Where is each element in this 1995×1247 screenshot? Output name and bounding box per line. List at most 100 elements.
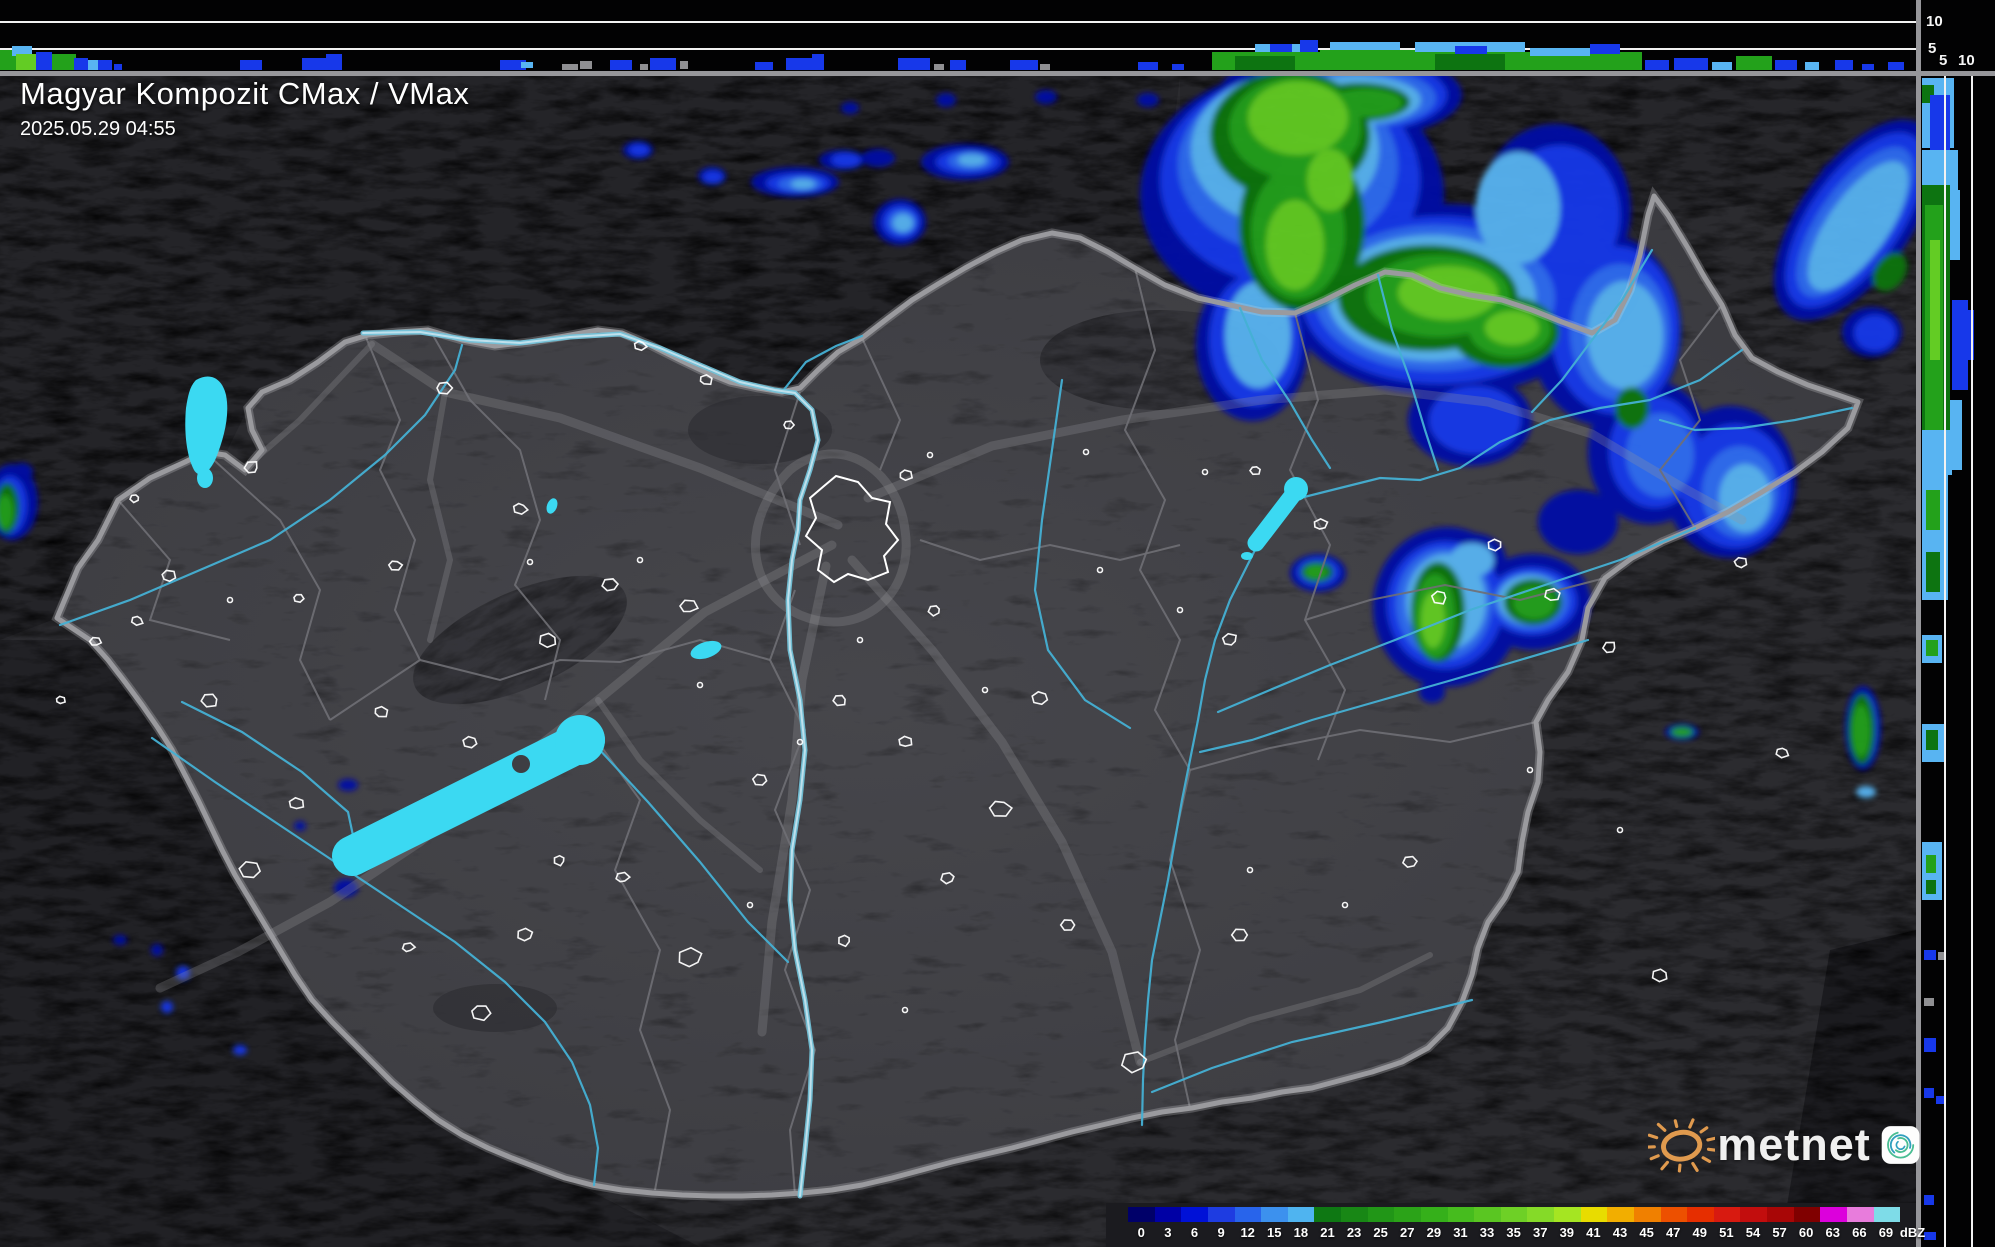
danube-river: [360, 329, 821, 1199]
radar-echo: [113, 935, 127, 945]
cross-section-echo: [12, 46, 32, 56]
legend-color-cell: [1607, 1207, 1634, 1222]
cross-section-echo: [680, 61, 688, 69]
legend-tick: 39: [1559, 1225, 1575, 1240]
settlement-dot: [696, 681, 704, 689]
settlement-outline: [783, 420, 796, 430]
radar-echo: [703, 171, 723, 183]
tihany-peninsula: [512, 755, 530, 773]
cross-section-echo: [1938, 952, 1946, 960]
metnet-logo[interactable]: metnet: [1648, 1098, 1920, 1192]
settlement-outline: [1544, 587, 1561, 602]
legend-color-cell: [1713, 1207, 1741, 1222]
settlement-outline: [88, 636, 103, 646]
settlement-outline: [898, 735, 913, 748]
settlement-outline: [293, 593, 305, 604]
top-cross-section-panel: [0, 0, 1916, 71]
cross-section-echo: [1172, 64, 1184, 70]
legend-tick: 27: [1400, 1225, 1415, 1240]
legend-tick: 23: [1346, 1225, 1362, 1240]
radar-echo: [1587, 281, 1663, 389]
legend-color-cell: [1420, 1207, 1448, 1222]
timestamp: 2025.05.29 04:55: [20, 118, 176, 140]
legend-color-cell: [1633, 1207, 1661, 1222]
radar-echo: [1476, 152, 1560, 264]
settlement-outline: [238, 860, 262, 879]
cross-section-echo: [1530, 48, 1590, 56]
cross-section-echo: [755, 62, 773, 70]
cross-section-echo: [1950, 190, 1960, 260]
settlement-outline: [462, 735, 478, 749]
lakes-layer: [185, 376, 1308, 876]
cross-section-echo: [1926, 855, 1936, 873]
legend-tick: 45: [1639, 1225, 1654, 1240]
legend-color-cell: [1740, 1207, 1767, 1222]
cross-section-echo: [898, 58, 930, 70]
legend-tick: 18: [1293, 1225, 1309, 1240]
cross-section-echo: [500, 60, 526, 70]
settlement-outline: [1430, 590, 1447, 605]
settlement-outline: [288, 796, 305, 810]
cross-section-echo: [1590, 44, 1620, 54]
cross-section-echo: [1926, 730, 1938, 750]
radar-echo: [861, 149, 895, 167]
cross-section-echo: [1930, 240, 1940, 360]
settlement-outline: [538, 632, 557, 649]
settlement-dot: [1341, 901, 1349, 909]
cross-section-echo: [1926, 640, 1938, 656]
cross-section-echo: [1212, 52, 1642, 70]
cross-section-echo: [1862, 64, 1874, 70]
settlement-outline: [601, 578, 620, 592]
settlement-outline: [1031, 690, 1049, 706]
radar-echo: [1513, 587, 1555, 619]
radar-echo: [338, 779, 358, 791]
legend-color-cell: [1846, 1207, 1874, 1222]
legend-color-cell: [1820, 1207, 1847, 1222]
settlement-outline: [1313, 518, 1329, 530]
legend-tick: 51: [1719, 1225, 1734, 1240]
budapest-outline: [804, 474, 900, 584]
scale-corner-box: [1921, 0, 1995, 71]
legend-color-cell: [1314, 1207, 1341, 1222]
settlement-dot: [226, 596, 234, 604]
legend-color-cell: [1873, 1207, 1901, 1222]
cross-section-echo: [562, 64, 578, 70]
cross-section-echo: [1924, 1232, 1936, 1240]
radar-echo: [831, 153, 861, 167]
settlement-dot: [526, 558, 534, 566]
legend-tick: 21: [1320, 1225, 1335, 1240]
lake-ferto: [185, 376, 228, 475]
cross-section-echo: [1926, 490, 1940, 530]
settlement-outline: [387, 560, 404, 571]
cross-section-echo: [1736, 56, 1772, 70]
settlement-outline: [940, 871, 955, 885]
settlement-dot: [926, 451, 934, 459]
cross-section-echo: [1835, 60, 1853, 70]
cross-section-echo: [1010, 60, 1038, 70]
settlements-layer: [55, 340, 1790, 1074]
settlement-outline: [1401, 855, 1419, 868]
lake-tisza: [1247, 487, 1301, 552]
settlement-outline: [1733, 556, 1748, 569]
cross-section-echo: [1435, 54, 1505, 70]
settlement-dot: [746, 901, 754, 909]
settlement-outline: [553, 854, 565, 867]
cross-section-echo: [1645, 60, 1669, 70]
precipitation-echoes: [0, 76, 1916, 1055]
radar-echo: [1807, 161, 1909, 291]
settlement-outline: [1248, 465, 1262, 476]
reflectivity-legend: 0 3 6 9 12 15 18 21 23 25 27 29 31 33 35 37 39 41 43 45 47 49…: [1106, 1203, 1925, 1247]
settlement-outline: [130, 615, 144, 627]
radar-echo: [791, 179, 815, 189]
radar-echo: [334, 879, 358, 897]
legend-tick: 0: [1137, 1225, 1145, 1240]
right-panel-tick-10km: 10: [1958, 52, 1975, 69]
settlement-outline: [1601, 641, 1616, 654]
cross-section-echo: [1320, 50, 1415, 70]
legend-color-cell: [1580, 1207, 1608, 1222]
legend-color-cell: [1554, 1207, 1581, 1222]
settlement-outline: [1221, 632, 1238, 646]
cross-section-echo: [74, 58, 88, 70]
cross-section-echo: [521, 62, 533, 68]
